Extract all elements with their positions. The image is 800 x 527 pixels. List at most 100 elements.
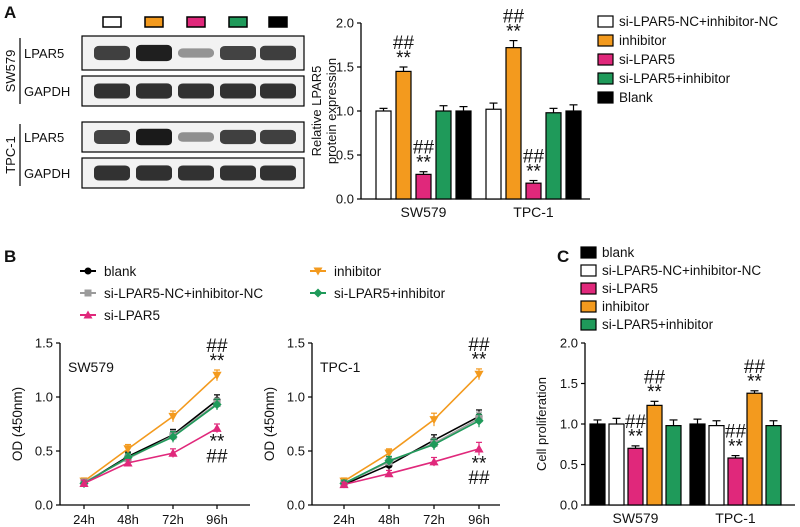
point [84, 267, 92, 275]
point [123, 458, 133, 467]
bar [375, 110, 392, 200]
legend-label: inhibitor [602, 299, 650, 314]
blot-band [178, 132, 214, 142]
bar [415, 173, 432, 200]
bar [435, 110, 452, 200]
y-tick-label: 0.0 [287, 498, 305, 513]
significance-mark-line: ** [416, 153, 431, 174]
bar [545, 112, 562, 200]
significance-mark: ## ** [523, 147, 545, 183]
y-tick-label: 0.0 [336, 192, 354, 207]
point [168, 432, 178, 442]
y-tick-label: 1.5 [35, 336, 53, 351]
significance-mark-line: ** [628, 427, 643, 448]
series-line [83, 374, 218, 482]
x-tick-label: 72h [423, 512, 445, 527]
significance-mark: ## ** [625, 412, 647, 448]
line-chart-sw579: 0.0 0.5 1.0 1.5 24h 48h 72h 96h OD (450nm) SW579 #… [10, 336, 250, 527]
significance-mark: ## ** [393, 33, 415, 69]
y-axis-label: Relative LPAR5 [309, 66, 324, 157]
blot-band [136, 83, 172, 99]
bar [627, 447, 644, 506]
bar [525, 182, 542, 200]
bar [395, 70, 412, 200]
point [474, 370, 484, 379]
y-tick-label: 0.5 [35, 444, 53, 459]
line-legend: blank inhibitor si-LPAR5-NC+inhibitor-NC si… [80, 264, 446, 323]
significance-mark: ** ## [468, 453, 490, 489]
bar [565, 110, 582, 200]
y-tick-label: 0.5 [287, 444, 305, 459]
significance-mark-line: ## [393, 33, 415, 54]
y-tick-label: 1.0 [35, 390, 53, 405]
point [429, 416, 439, 425]
significance-mark-line: ** [728, 436, 743, 457]
legend-swatch [597, 53, 614, 66]
point [384, 456, 394, 466]
x-tick-label: 72h [162, 512, 184, 527]
blot-band [178, 165, 214, 181]
legend-swatch [580, 246, 597, 259]
point [313, 288, 323, 298]
significance-mark-line: ** [506, 21, 521, 42]
significance-mark-line: ## [206, 447, 228, 468]
x-tick-label: 48h [378, 512, 400, 527]
bar [689, 423, 706, 506]
bar [665, 425, 682, 506]
y-tick-label: 1.0 [560, 417, 578, 432]
significance-mark-line: ## [625, 412, 647, 433]
point [429, 439, 439, 450]
legend-label: si-LPAR5+inhibitor [602, 317, 714, 332]
x-tick-label: 48h [117, 512, 139, 527]
y-tick-label: 0.5 [336, 148, 354, 163]
significance-mark: ## ** [725, 422, 747, 458]
point [212, 371, 222, 380]
significance-mark: ## ** [503, 7, 525, 43]
legend-label: si-LPAR5-NC+inhibitor-NC [619, 14, 778, 29]
panel-letter-b: B [4, 247, 16, 266]
lane-swatch [186, 16, 206, 28]
x-tick-label: 96h [468, 512, 490, 527]
significance-mark-line: ## [468, 335, 490, 356]
legend-label: si-LPAR5 [619, 52, 675, 67]
series-line [83, 403, 218, 485]
lane-swatch [268, 16, 288, 28]
bar [765, 425, 782, 506]
legend-label: inhibitor [619, 33, 667, 48]
y-tick-label: 0.0 [560, 498, 578, 513]
blot-cell-line-label: TPC-1 [3, 136, 18, 174]
line-chart-tpc-1: 0.0 0.5 1.0 1.5 24h 48h 72h 96h OD (450nm) TPC-1 #… [262, 335, 500, 527]
significance-mark-line: ## [644, 367, 666, 388]
significance-mark-line: ** [210, 351, 225, 372]
point [429, 457, 439, 466]
significance-mark: ## ** [413, 138, 435, 174]
legend-label: si-LPAR5 [104, 308, 160, 323]
western-blot: SW579 LPAR5 GAPDH TPC-1 LPAR5 GAPDH [3, 16, 305, 189]
lane-swatch [228, 16, 248, 28]
blot-band [136, 44, 172, 62]
point [384, 469, 394, 478]
legend-swatch [580, 282, 597, 295]
blot-band-label: GAPDH [24, 166, 70, 181]
y-axis-label: Cell proliferation [534, 377, 549, 471]
y-tick-label: 0.5 [560, 457, 578, 472]
bar [727, 457, 744, 506]
legend-swatch [597, 72, 614, 85]
significance-mark: ## ** [468, 335, 490, 371]
bar [589, 423, 606, 506]
chart-title: TPC-1 [320, 359, 361, 375]
significance-mark-line: ## [413, 138, 435, 159]
legend-label: si-LPAR5-NC+inhibitor-NC [104, 286, 263, 301]
point [474, 444, 484, 453]
legend-swatch [597, 91, 614, 104]
y-tick-label: 1.5 [560, 376, 578, 391]
point [313, 267, 323, 276]
x-tick-label: TPC-1 [715, 510, 756, 526]
significance-mark-line: ** [647, 382, 662, 403]
legend-label: blank [104, 264, 137, 279]
blot-band [94, 130, 130, 144]
x-tick-label: SW579 [613, 510, 659, 526]
blot-band [260, 45, 296, 61]
x-tick-label: TPC-1 [513, 204, 554, 220]
